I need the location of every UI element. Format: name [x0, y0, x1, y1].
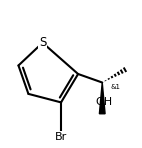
Polygon shape: [99, 83, 105, 114]
Text: OH: OH: [95, 97, 112, 107]
Text: &1: &1: [110, 85, 120, 90]
Text: Br: Br: [55, 132, 67, 141]
Text: S: S: [39, 36, 46, 49]
